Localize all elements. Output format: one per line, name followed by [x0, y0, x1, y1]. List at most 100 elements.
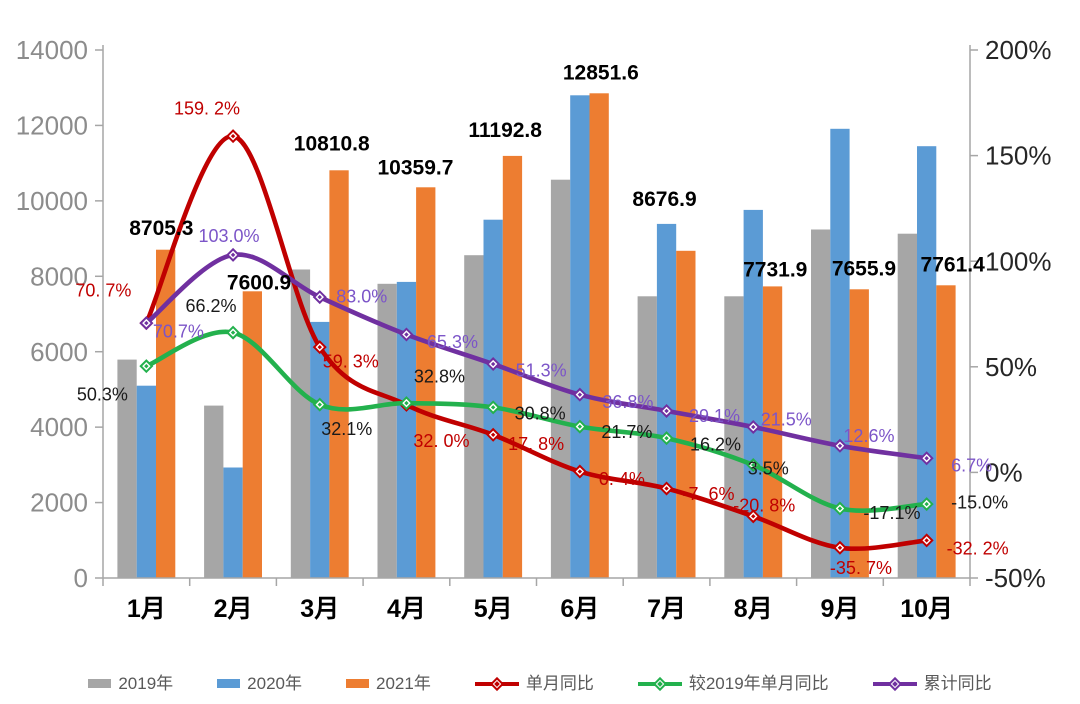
diamond-marker-inner: [922, 454, 931, 463]
diamond-marker-line-vs2019-monthly-yoy-5月: [486, 400, 501, 415]
diamond-marker-line-vs2019-monthly-yoy-2月: [226, 325, 241, 340]
month-label: 9月: [820, 595, 859, 623]
bar-value-label: 8705.3: [129, 217, 193, 240]
line-point-label-line-cumulative-yoy: 103.0%: [199, 226, 260, 246]
line-point-label-line-monthly-yoy: -20. 8%: [733, 496, 795, 516]
bar-2021年-10月: [936, 285, 956, 578]
month-label: 8月: [734, 595, 773, 623]
bar-2021年-5月: [502, 155, 523, 578]
legend-line-diamond-swatch: [637, 676, 682, 691]
legend-item-0[interactable]: 2019年: [88, 675, 173, 692]
line-point-label-line-cumulative-yoy: 70.7%: [153, 321, 204, 341]
left-axis-tick-label: 10000: [16, 186, 88, 216]
legend-item-3[interactable]: 单月同比: [474, 675, 594, 692]
diamond-marker-inner: [488, 359, 498, 369]
left-axis-tick-label: 12000: [16, 111, 88, 141]
diamond-marker-inner: [315, 342, 324, 352]
diamond-marker-line-vs2019-monthly-yoy-10月: [919, 497, 934, 512]
diamond-marker-line-cumulative-yoy-3月: [312, 290, 327, 305]
right-axis-tick-label: 200%: [985, 35, 1052, 65]
bar-value-label: 10810.8: [294, 133, 370, 156]
diamond-marker-inner: [749, 460, 758, 470]
legend-item-2[interactable]: 2021年: [346, 675, 431, 692]
diamond-marker-inner: [575, 467, 585, 476]
diamond-marker-line-vs2019-monthly-yoy-6月: [572, 419, 587, 434]
line-point-label-line-monthly-yoy: 0. 4%: [599, 469, 645, 489]
line-point-label-line-cumulative-yoy: 51.3%: [516, 360, 567, 380]
legend-item-1[interactable]: 2020年: [217, 675, 302, 692]
legend-item-5[interactable]: 累计同比: [872, 675, 992, 692]
diamond-marker-line-cumulative-yoy-9月: [832, 438, 847, 453]
diamond-marker-inner: [835, 504, 845, 513]
diamond-marker-line-vs2019-monthly-yoy-8月: [746, 458, 761, 473]
bar-value-label: 8676.9: [632, 188, 696, 211]
line-point-label-line-monthly-yoy: -7. 6%: [683, 484, 735, 504]
diamond-marker-inner: [488, 403, 498, 412]
legend-item-4[interactable]: 较2019年单月同比: [637, 674, 829, 693]
legend-bar-swatch: [346, 679, 369, 688]
diamond-marker-line-cumulative-yoy-4月: [399, 327, 414, 342]
diamond-marker-inner: [142, 361, 151, 371]
diamond-marker-inner: [835, 441, 845, 450]
line-vs2019-monthly-yoy: [144, 329, 929, 513]
diamond-marker-line-cumulative-yoy-2月: [226, 247, 241, 262]
line-point-label-line-cumulative-yoy: 29.1%: [689, 406, 740, 426]
legend-label: 2020年: [247, 674, 302, 693]
diamond-marker-inner: [228, 328, 238, 337]
bar-2021年-4月: [416, 187, 436, 579]
bar-2019年-2月: [204, 405, 224, 578]
bar-2021年-6月: [589, 93, 609, 579]
line-point-label-line-vs2019-monthly-yoy: -17.1%: [863, 503, 920, 523]
diamond-marker-line-monthly-yoy-3月: [312, 340, 327, 355]
diamond-marker-inner: [575, 422, 585, 431]
bar-2021年-3月: [329, 170, 349, 579]
diamond-marker-inner: [749, 512, 758, 521]
diamond-marker-inner: [662, 433, 671, 443]
month-label: 2月: [214, 595, 253, 623]
left-axis-tick-label: 2000: [30, 488, 88, 518]
diamond-marker-line-vs2019-monthly-yoy-9月: [832, 501, 847, 516]
diamond-marker-line-vs2019-monthly-yoy-7月: [659, 431, 674, 446]
bar-2019年-1月: [117, 359, 137, 578]
legend-line-diamond-swatch: [474, 676, 519, 691]
bar-2020年-9月: [830, 128, 850, 579]
month-label: 10月: [900, 595, 953, 623]
diamond-marker-inner: [402, 330, 411, 339]
right-axis-tick-label: 50%: [985, 352, 1037, 382]
legend-bar-swatch: [88, 679, 112, 688]
month-label: 3月: [300, 595, 339, 623]
bar-2020年-2月: [223, 467, 243, 578]
diamond-marker-line-cumulative-yoy-8月: [746, 419, 761, 434]
diamond-marker-line-vs2019-monthly-yoy-4月: [399, 396, 414, 411]
diamond-marker-inner: [142, 318, 151, 328]
bar-2019年-6月: [550, 179, 571, 578]
line-point-label-line-monthly-yoy: 70. 7%: [75, 280, 131, 300]
diamond-marker-inner: [662, 406, 671, 416]
line-point-label-line-cumulative-yoy: 36.8%: [602, 392, 653, 412]
month-label: 5月: [474, 595, 513, 623]
line-point-label-line-monthly-yoy: -35. 7%: [830, 558, 892, 578]
diamond-marker-line-monthly-yoy-10月: [919, 533, 934, 548]
bar-2020年-5月: [483, 219, 503, 578]
line-monthly-yoy: [144, 133, 929, 551]
bar-2021年-9月: [849, 289, 869, 578]
diamond-marker-inner: [488, 430, 498, 439]
bar-2020年-8月: [743, 209, 763, 578]
legend-label: 较2019年单月同比: [688, 674, 829, 693]
bar-2021年-2月: [242, 291, 262, 578]
line-point-label-line-vs2019-monthly-yoy: 21.7%: [601, 422, 652, 442]
legend-bar-swatch: [217, 679, 241, 688]
diamond-marker-inner: [922, 499, 931, 509]
line-point-label-line-cumulative-yoy: 65.3%: [427, 332, 478, 352]
bar-value-label: 7761.4: [921, 254, 986, 277]
legend-label: 2021年: [376, 674, 431, 693]
line-point-label-line-monthly-yoy: 159. 2%: [174, 98, 240, 118]
diamond-marker-line-monthly-yoy-8月: [746, 509, 761, 524]
diamond-marker-line-cumulative-yoy-5月: [486, 357, 501, 372]
left-axis-tick-label: 4000: [30, 412, 88, 442]
bar-value-label: 7655.9: [832, 258, 896, 281]
bar-value-label: 7731.9: [743, 259, 807, 282]
legend-line-diamond-swatch: [872, 676, 917, 691]
left-axis-tick-label: 0: [74, 563, 88, 593]
